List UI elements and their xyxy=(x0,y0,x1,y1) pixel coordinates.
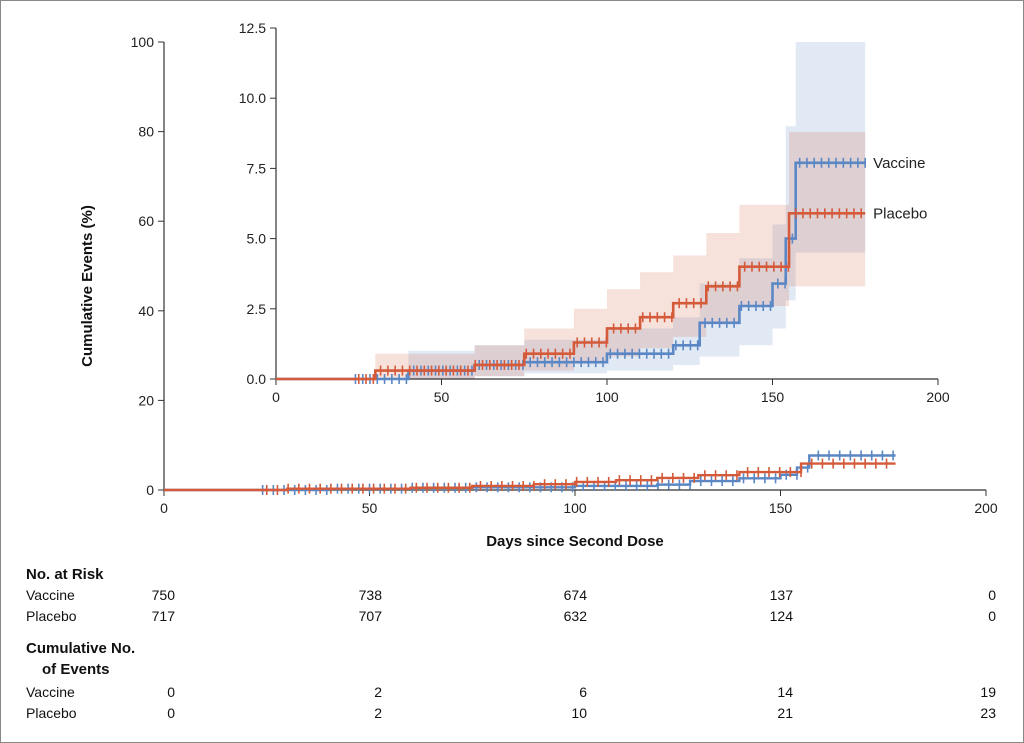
inset-xtick-label-200: 200 xyxy=(926,389,950,405)
main-ytick-label-40: 40 xyxy=(138,303,154,319)
inset-plot: 0 50 100 150 200 0.0 2.5 5.0 7.5 10.0 12.5 Vaccine P… xyxy=(239,20,950,405)
y-axis-title: Cumulative Events (%) xyxy=(79,205,96,367)
inset-xtick-label-50: 50 xyxy=(434,389,450,405)
inset-ci-band-vaccine xyxy=(276,42,866,379)
main-ytick-label-20: 20 xyxy=(138,392,154,408)
inset-ytick-label-5.0: 5.0 xyxy=(247,231,267,247)
inset-xtick-label-150: 150 xyxy=(761,389,785,405)
main-ytick-label-100: 100 xyxy=(131,34,155,50)
main-xtick-label-50: 50 xyxy=(362,500,378,516)
main-xtick-label-0: 0 xyxy=(160,500,168,516)
main-xtick-label-150: 150 xyxy=(769,500,793,516)
legend-vaccine: Vaccine xyxy=(873,155,925,172)
main-xtick-label-100: 100 xyxy=(563,500,587,516)
main-ytick-label-0: 0 xyxy=(146,482,154,498)
legend-placebo: Placebo xyxy=(873,205,927,222)
main-plot: 0 50 100 150 200 0 20 40 60 80 100 Days since Secon… xyxy=(79,34,998,550)
main-ytick-label-60: 60 xyxy=(138,213,154,229)
main-ytick-label-80: 80 xyxy=(138,124,154,140)
x-axis-title: Days since Second Dose xyxy=(486,533,664,550)
inset-ytick-label-12.5: 12.5 xyxy=(239,20,266,36)
inset-ytick-label-0.0: 0.0 xyxy=(247,371,267,387)
inset-xtick-label-100: 100 xyxy=(595,389,619,405)
inset-ytick-label-2.5: 2.5 xyxy=(247,301,267,317)
main-xtick-label-200: 200 xyxy=(974,500,998,516)
inset-ci-band-placebo xyxy=(276,131,866,379)
main-line-placebo xyxy=(164,462,896,492)
inset-ytick-label-10.0: 10.0 xyxy=(239,90,266,106)
inset-xtick-label-0: 0 xyxy=(272,389,280,405)
inset-ytick-label-7.5: 7.5 xyxy=(247,160,267,176)
